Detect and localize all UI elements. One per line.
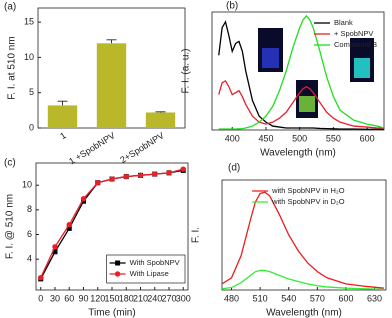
legend-label: with SpobNPV in D₂O	[271, 197, 345, 206]
x-axis-title: Wavelength (nm)	[266, 308, 342, 318]
series-line	[218, 14, 385, 130]
point-marker	[180, 166, 186, 172]
error-bar	[57, 100, 68, 106]
legend-frame	[106, 254, 186, 284]
panel-label: (a)	[4, 2, 16, 13]
legend-label: With Lipase	[130, 269, 169, 278]
y-tick-label: 5	[29, 87, 34, 97]
bar	[145, 112, 176, 128]
inset-images	[258, 28, 374, 118]
y-tick-label: 8	[27, 204, 32, 214]
legend-marker	[115, 260, 121, 266]
point-marker	[152, 171, 158, 177]
x-tick-label: 600	[338, 293, 353, 303]
x-tick-label: 210	[133, 293, 148, 303]
point-marker	[123, 173, 129, 180]
bar	[47, 105, 78, 128]
x-tick-label: 60	[64, 293, 74, 303]
x-tick-label: 120	[90, 293, 105, 303]
x-tick-label: 270	[161, 293, 176, 303]
panel-label: (c)	[4, 158, 16, 169]
panel-label: (d)	[228, 163, 240, 174]
error-bar	[155, 111, 166, 113]
x-tick-label: 150	[104, 293, 119, 303]
y-tick-label: 10	[24, 52, 34, 62]
x-tick-label: 30	[50, 293, 60, 303]
x-tick-label: 570	[310, 293, 325, 303]
point-marker	[66, 221, 72, 228]
series-line	[218, 79, 384, 129]
point-marker	[52, 249, 58, 255]
point-marker	[95, 180, 101, 186]
point-marker	[137, 172, 144, 179]
y-axis-title: F. I. @ 510 nm	[5, 194, 16, 259]
legend-marker	[114, 271, 121, 277]
y-axis-title: F. I. (a. u.)	[181, 48, 192, 93]
x-tick-label: 630	[367, 293, 382, 303]
legend-label: with SpobNPV in H₂O	[271, 186, 345, 195]
x-tick-label: 2+SpobNPV	[118, 130, 166, 165]
plot-frame	[221, 179, 387, 291]
x-tick-label: 180	[119, 293, 134, 303]
y-tick-label: 6	[27, 229, 32, 239]
vial-glow	[262, 48, 279, 68]
x-axis-title: Time (min)	[88, 308, 135, 318]
point-marker	[38, 274, 44, 281]
point-marker	[66, 225, 72, 231]
point-marker	[80, 196, 87, 202]
bar	[96, 43, 127, 129]
legend-label: + SpobNPV	[334, 29, 373, 38]
x-tick-label: 0	[38, 293, 43, 303]
y-tick-label: 0	[29, 122, 34, 132]
legend-label: With SpobNPV	[130, 258, 180, 267]
series-line	[221, 269, 385, 291]
point-marker	[166, 170, 172, 176]
x-tick-label: 540	[281, 293, 296, 303]
error-bar	[106, 39, 117, 44]
x-tick-label: 480	[224, 293, 239, 303]
vial-glow	[354, 58, 370, 78]
x-axis-title: Wavelength (nm)	[260, 148, 336, 159]
x-tick-label: 600	[360, 133, 375, 143]
x-tick-label: 400	[225, 133, 240, 143]
point-marker	[109, 176, 115, 182]
y-axis-title: F. I.	[191, 227, 202, 243]
x-tick-label: 90	[78, 293, 88, 303]
plot-frame	[211, 11, 385, 131]
x-tick-label: 550	[326, 133, 341, 143]
y-tick-label: 10	[22, 180, 32, 190]
x-tick-label: 500	[292, 133, 307, 143]
panel-label: (b)	[226, 1, 238, 12]
series-line	[221, 191, 385, 289]
x-tick-label: 1 +SpobNPV	[67, 130, 117, 166]
y-tick-label: 15	[24, 16, 34, 26]
vial-glow	[299, 96, 315, 112]
x-tick-label: 240	[147, 293, 162, 303]
legend-label: Blank	[334, 18, 353, 27]
point-marker	[52, 244, 58, 250]
x-tick-label: 450	[258, 133, 273, 143]
series-line	[218, 20, 384, 130]
y-axis-title: F. I. at 510 nm	[7, 36, 18, 99]
legend-label: Compound 3	[334, 40, 377, 49]
x-tick-label: 510	[253, 293, 268, 303]
x-tick-label: 1	[58, 130, 68, 141]
x-tick-label: 300	[176, 293, 191, 303]
y-tick-label: 4	[27, 254, 32, 264]
